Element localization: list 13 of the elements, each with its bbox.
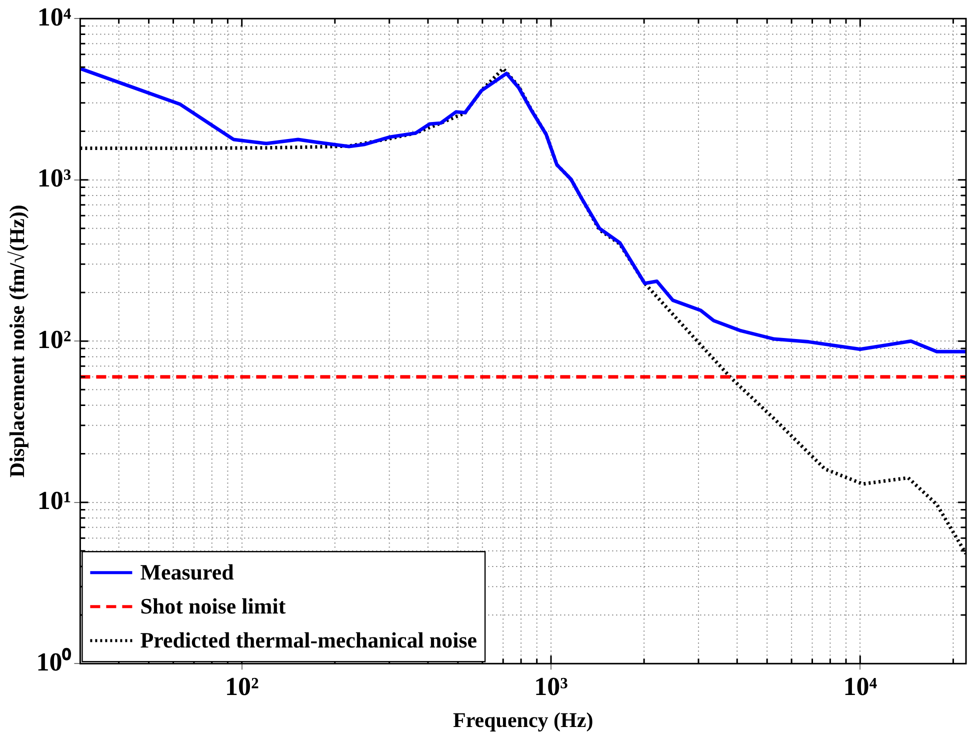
y-tick-label: 10³ <box>37 164 72 193</box>
legend-label: Predicted thermal-mechanical noise <box>140 627 478 652</box>
legend-label: Measured <box>140 559 234 584</box>
legend-label: Shot noise limit <box>140 593 286 618</box>
x-tick-label: 10² <box>224 672 259 701</box>
x-tick-label: 10³ <box>534 672 568 701</box>
x-axis-title: Frequency (Hz) <box>453 708 594 732</box>
y-tick-label: 10¹ <box>37 486 72 516</box>
x-tick-label: 10⁴ <box>843 672 878 701</box>
y-tick-label: 10² <box>37 324 72 354</box>
y-tick-label: 10⁰ <box>36 647 72 676</box>
y-tick-label: 10⁴ <box>37 2 72 32</box>
y-axis-title: Displacement noise (fm/√(Hz)) <box>5 204 30 478</box>
